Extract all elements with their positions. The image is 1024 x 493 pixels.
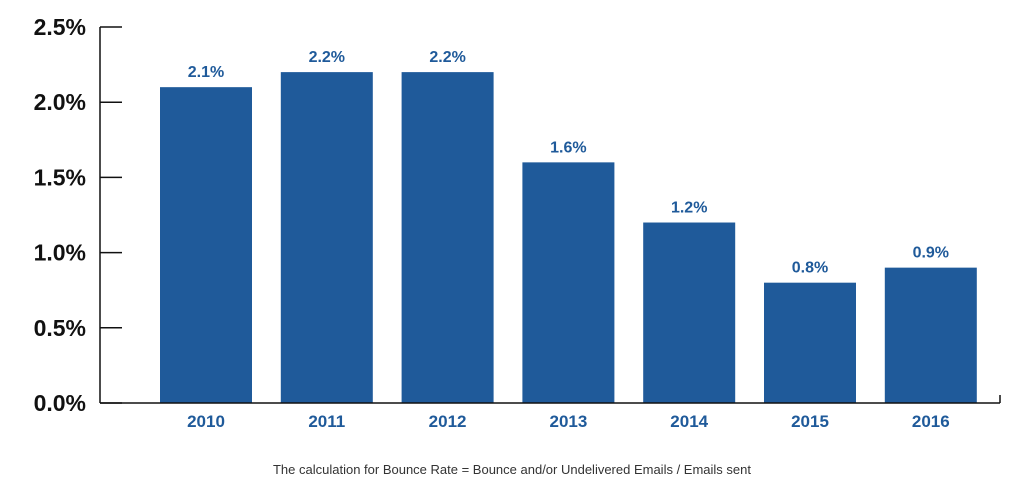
y-tick-label: 0.5% — [34, 315, 86, 341]
bar-2013 — [522, 162, 615, 403]
data-labels: 2.1% 2.2% 2.2% 1.6% 1.2% 0.8% 0.9% — [188, 49, 949, 277]
x-tick-label-2014: 2014 — [670, 412, 708, 431]
y-axis: 0.0% 0.5% 1.0% 1.5% 2.0% 2.5% — [34, 14, 122, 416]
bars — [160, 72, 977, 404]
bar-2015 — [764, 282, 856, 403]
x-tick-label-2016: 2016 — [912, 412, 950, 431]
x-tick-label-2012: 2012 — [429, 412, 467, 431]
y-tick-label: 2.0% — [34, 89, 86, 115]
y-tick-label: 0.0% — [34, 390, 86, 416]
y-tick-label: 1.5% — [34, 164, 86, 190]
data-label-2012: 2.2% — [429, 49, 465, 66]
bar-2012 — [401, 72, 494, 404]
x-tick-label-2011: 2011 — [308, 412, 345, 431]
bar-2010 — [160, 87, 252, 403]
data-label-2016: 0.9% — [913, 245, 949, 262]
y-tick-label: 1.0% — [34, 240, 86, 266]
data-label-2011: 2.2% — [309, 49, 345, 66]
x-tick-label-2013: 2013 — [549, 412, 587, 431]
data-label-2014: 1.2% — [671, 200, 707, 217]
x-tick-label-2010: 2010 — [187, 412, 225, 431]
x-axis: 2010 2011 2012 2013 2014 2015 2016 — [100, 395, 1001, 431]
data-label-2013: 1.6% — [550, 139, 586, 156]
footnote: The calculation for Bounce Rate = Bounce… — [272, 462, 751, 477]
y-tick-label: 2.5% — [34, 14, 86, 40]
data-label-2010: 2.1% — [188, 64, 224, 81]
x-tick-label-2015: 2015 — [791, 412, 829, 431]
bar-2014 — [643, 222, 736, 403]
bar-2011 — [280, 72, 373, 404]
bar-2016 — [884, 267, 977, 403]
data-label-2015: 0.8% — [792, 260, 828, 277]
